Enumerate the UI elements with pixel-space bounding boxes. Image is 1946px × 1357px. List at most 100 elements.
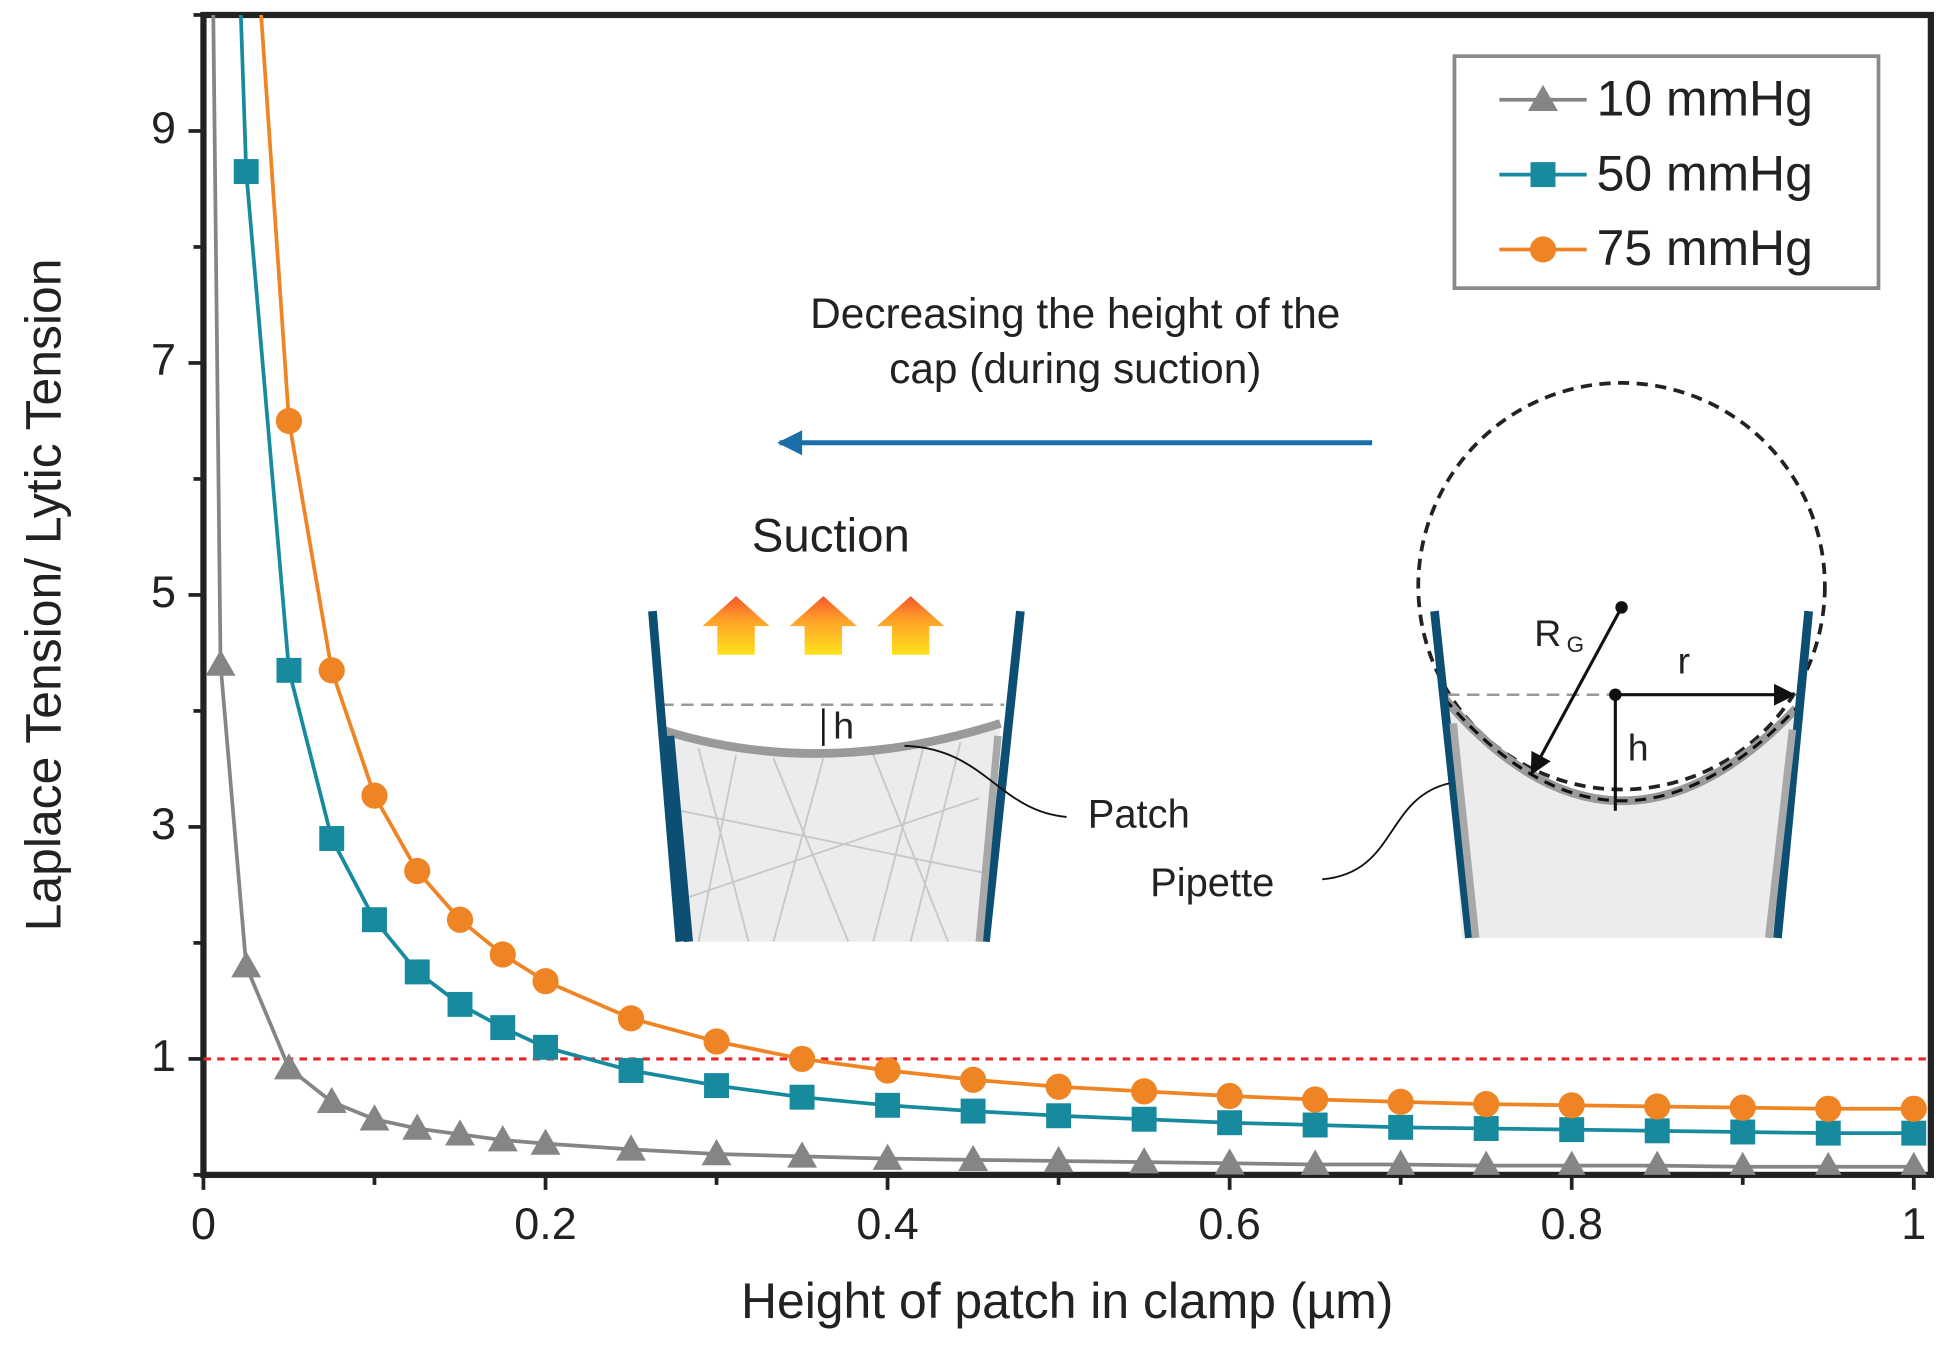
marker <box>1729 1094 1756 1121</box>
annotation: Suction <box>752 509 910 562</box>
marker <box>1644 1093 1671 1120</box>
annotations: Decreasing the height of the cap (during … <box>752 290 1690 905</box>
annotation: cap (during suction) <box>889 345 1261 392</box>
marker <box>1558 1092 1585 1119</box>
marker <box>617 1005 645 1032</box>
y-tick-label: 5 <box>151 566 176 617</box>
marker <box>1559 1117 1585 1143</box>
marker <box>1557 1150 1586 1175</box>
marker <box>1131 1078 1158 1105</box>
pipette-interior <box>664 723 1001 942</box>
annotation: Decreasing the height of the <box>810 290 1340 337</box>
marker <box>318 657 345 684</box>
marker <box>958 1144 989 1172</box>
marker <box>872 1143 903 1170</box>
x-tick-label: 0.6 <box>1198 1198 1260 1249</box>
pipette-wall <box>648 610 693 943</box>
marker <box>701 1139 732 1166</box>
series-line <box>259 14 1914 1111</box>
x-axis-label: Height of patch in clamp (µm) <box>741 1273 1393 1329</box>
marker <box>446 906 474 933</box>
annotation: Patch <box>1088 792 1190 836</box>
marker <box>362 907 387 933</box>
legend-label: 75 mmHg <box>1597 220 1813 276</box>
marker <box>361 782 388 809</box>
marker <box>404 959 430 985</box>
marker <box>447 991 473 1017</box>
annotation: r <box>1678 639 1690 681</box>
marker <box>1386 1149 1416 1175</box>
marker <box>1643 1150 1672 1175</box>
pipette-wall <box>1430 610 1813 939</box>
marker <box>233 159 259 185</box>
marker <box>1900 1095 1927 1122</box>
marker <box>1730 1119 1756 1145</box>
marker <box>787 1141 818 1168</box>
x-tick-label: 0.8 <box>1541 1198 1603 1249</box>
annotation: h <box>1628 727 1649 769</box>
annotation: R <box>1534 612 1561 654</box>
marker <box>402 1113 433 1140</box>
annotation: G <box>1567 632 1584 657</box>
marker <box>1530 162 1556 188</box>
marker <box>445 1119 475 1146</box>
marker <box>874 1057 901 1084</box>
marker <box>1528 84 1558 112</box>
x-tick-label: 1 <box>1901 1198 1926 1249</box>
marker <box>276 657 302 683</box>
marker <box>1644 1118 1670 1144</box>
marker <box>1131 1106 1157 1132</box>
marker <box>1815 1095 1842 1122</box>
marker <box>1472 1150 1501 1175</box>
marker <box>960 1066 987 1093</box>
marker <box>1387 1088 1414 1115</box>
marker <box>490 1015 516 1041</box>
y-tick-label: 1 <box>151 1030 176 1081</box>
marker <box>316 1086 347 1114</box>
y-tick-label: 7 <box>151 334 176 385</box>
marker <box>1217 1110 1243 1136</box>
legend-label: 50 mmHg <box>1597 145 1813 201</box>
marker <box>703 1028 730 1055</box>
marker <box>789 1084 815 1110</box>
pipette-wall <box>981 610 1025 943</box>
marker <box>275 407 303 435</box>
marker <box>1388 1114 1414 1140</box>
marker <box>788 1045 816 1073</box>
marker <box>1046 1103 1072 1129</box>
y-axis-label: Laplace Tension/ Lytic Tension <box>16 259 72 932</box>
y-tick-label: 9 <box>151 102 176 153</box>
x-tick-label: 0.4 <box>856 1198 918 1249</box>
x-tick-label: 0.2 <box>514 1198 576 1249</box>
marker <box>1473 1116 1499 1141</box>
marker <box>1473 1091 1500 1118</box>
marker <box>487 1125 518 1152</box>
marker <box>1129 1147 1160 1174</box>
y-tick-label: 3 <box>151 798 176 849</box>
marker <box>404 857 431 885</box>
marker <box>1900 1151 1927 1175</box>
marker <box>960 1098 986 1124</box>
marker <box>205 649 236 676</box>
marker <box>532 968 559 995</box>
marker <box>359 1104 390 1131</box>
marker <box>1529 236 1557 263</box>
marker <box>1815 1120 1841 1146</box>
marker <box>704 1073 730 1099</box>
marker <box>1045 1073 1072 1100</box>
marker <box>1300 1149 1330 1175</box>
annotation: Pipette <box>1150 861 1274 905</box>
marker <box>1729 1151 1756 1175</box>
x-tick-label: 0 <box>191 1198 216 1249</box>
marker <box>489 941 516 968</box>
patch <box>663 719 1002 758</box>
marker <box>1043 1146 1074 1173</box>
plot-area <box>205 14 1927 1175</box>
marker <box>530 1128 561 1155</box>
marker <box>616 1134 647 1161</box>
marker <box>1216 1082 1243 1110</box>
marker <box>875 1092 901 1118</box>
diagram <box>648 381 1827 943</box>
marker <box>533 1034 558 1060</box>
